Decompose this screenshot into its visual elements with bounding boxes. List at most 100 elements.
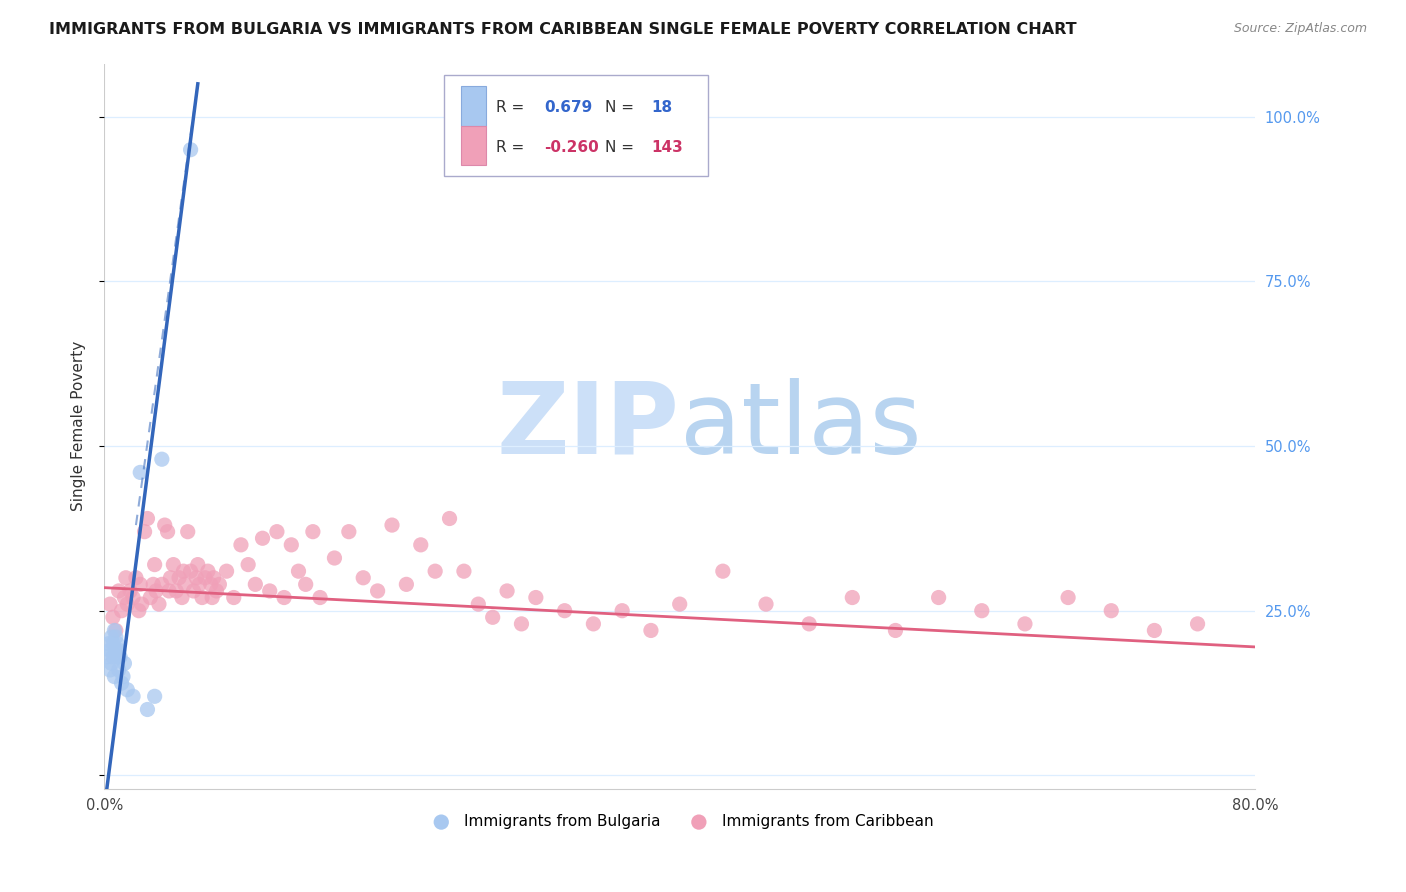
Point bbox=[188, 577, 211, 591]
Point bbox=[259, 583, 281, 598]
Point bbox=[150, 452, 173, 467]
Text: 0.679: 0.679 bbox=[544, 100, 592, 115]
Point bbox=[101, 649, 124, 664]
Point bbox=[173, 577, 195, 591]
Point bbox=[711, 564, 734, 578]
Y-axis label: Single Female Poverty: Single Female Poverty bbox=[72, 341, 86, 511]
Point bbox=[97, 637, 120, 651]
Point bbox=[245, 577, 267, 591]
Point bbox=[309, 591, 332, 605]
Point bbox=[423, 564, 446, 578]
Point bbox=[148, 597, 170, 611]
Text: IMMIGRANTS FROM BULGARIA VS IMMIGRANTS FROM CARIBBEAN SINGLE FEMALE POVERTY CORR: IMMIGRANTS FROM BULGARIA VS IMMIGRANTS F… bbox=[49, 22, 1077, 37]
Point bbox=[100, 630, 122, 644]
Point bbox=[107, 583, 129, 598]
Point bbox=[110, 604, 132, 618]
Point bbox=[103, 669, 125, 683]
Point bbox=[131, 597, 153, 611]
Point bbox=[799, 616, 821, 631]
Point bbox=[142, 577, 165, 591]
Point bbox=[191, 591, 214, 605]
Point bbox=[98, 643, 121, 657]
Point bbox=[186, 571, 208, 585]
Point bbox=[208, 577, 231, 591]
Point bbox=[1014, 616, 1036, 631]
Point bbox=[96, 649, 118, 664]
Point bbox=[117, 682, 139, 697]
Point bbox=[970, 604, 993, 618]
Point bbox=[104, 630, 127, 644]
Point bbox=[381, 518, 404, 533]
Point bbox=[928, 591, 950, 605]
Point bbox=[129, 466, 152, 480]
Point bbox=[145, 583, 167, 598]
Point bbox=[294, 577, 316, 591]
Point bbox=[496, 583, 519, 598]
Point bbox=[107, 643, 129, 657]
Point bbox=[180, 564, 202, 578]
Text: R =: R = bbox=[495, 100, 524, 115]
Point bbox=[114, 657, 136, 671]
Point bbox=[107, 663, 129, 677]
Point bbox=[409, 538, 432, 552]
Point bbox=[177, 524, 200, 539]
Point bbox=[122, 690, 145, 704]
Point bbox=[453, 564, 475, 578]
Text: N =: N = bbox=[605, 100, 634, 115]
Point bbox=[439, 511, 461, 525]
Legend: Immigrants from Bulgaria, Immigrants from Caribbean: Immigrants from Bulgaria, Immigrants fro… bbox=[420, 808, 939, 835]
Point bbox=[167, 571, 190, 585]
FancyBboxPatch shape bbox=[444, 75, 709, 177]
Point bbox=[180, 143, 202, 157]
Point bbox=[122, 591, 145, 605]
FancyBboxPatch shape bbox=[461, 126, 486, 166]
Point bbox=[129, 577, 152, 591]
Point bbox=[165, 583, 187, 598]
Point bbox=[510, 616, 533, 631]
Point bbox=[287, 564, 309, 578]
Point bbox=[841, 591, 863, 605]
Point bbox=[467, 597, 489, 611]
Point bbox=[1187, 616, 1209, 631]
Point bbox=[668, 597, 690, 611]
Text: 143: 143 bbox=[651, 140, 683, 155]
Point bbox=[136, 702, 159, 716]
Text: ZIP: ZIP bbox=[496, 378, 679, 475]
Point bbox=[143, 690, 166, 704]
Text: atlas: atlas bbox=[679, 378, 921, 475]
Point bbox=[273, 591, 295, 605]
Text: R =: R = bbox=[495, 140, 524, 155]
Point bbox=[222, 591, 245, 605]
Point bbox=[104, 643, 127, 657]
Point bbox=[104, 624, 127, 638]
Point bbox=[114, 591, 136, 605]
Point bbox=[153, 518, 176, 533]
Point bbox=[582, 616, 605, 631]
Point bbox=[481, 610, 503, 624]
Point bbox=[120, 583, 142, 598]
Point bbox=[197, 564, 219, 578]
Point bbox=[183, 583, 205, 598]
Point bbox=[194, 571, 217, 585]
Point bbox=[201, 591, 224, 605]
Point bbox=[252, 531, 274, 545]
Point bbox=[134, 524, 156, 539]
Point bbox=[156, 524, 179, 539]
Point bbox=[110, 676, 132, 690]
Point bbox=[105, 649, 128, 664]
Point bbox=[101, 610, 124, 624]
FancyBboxPatch shape bbox=[461, 86, 486, 126]
Point bbox=[884, 624, 907, 638]
Text: -0.260: -0.260 bbox=[544, 140, 599, 155]
Point bbox=[117, 597, 139, 611]
Text: Source: ZipAtlas.com: Source: ZipAtlas.com bbox=[1233, 22, 1367, 36]
Point bbox=[162, 558, 184, 572]
Point bbox=[172, 564, 194, 578]
Point bbox=[108, 649, 131, 664]
Text: N =: N = bbox=[605, 140, 634, 155]
Point bbox=[101, 637, 124, 651]
Point bbox=[111, 669, 134, 683]
Point bbox=[395, 577, 418, 591]
Point bbox=[100, 657, 122, 671]
Point bbox=[98, 597, 121, 611]
